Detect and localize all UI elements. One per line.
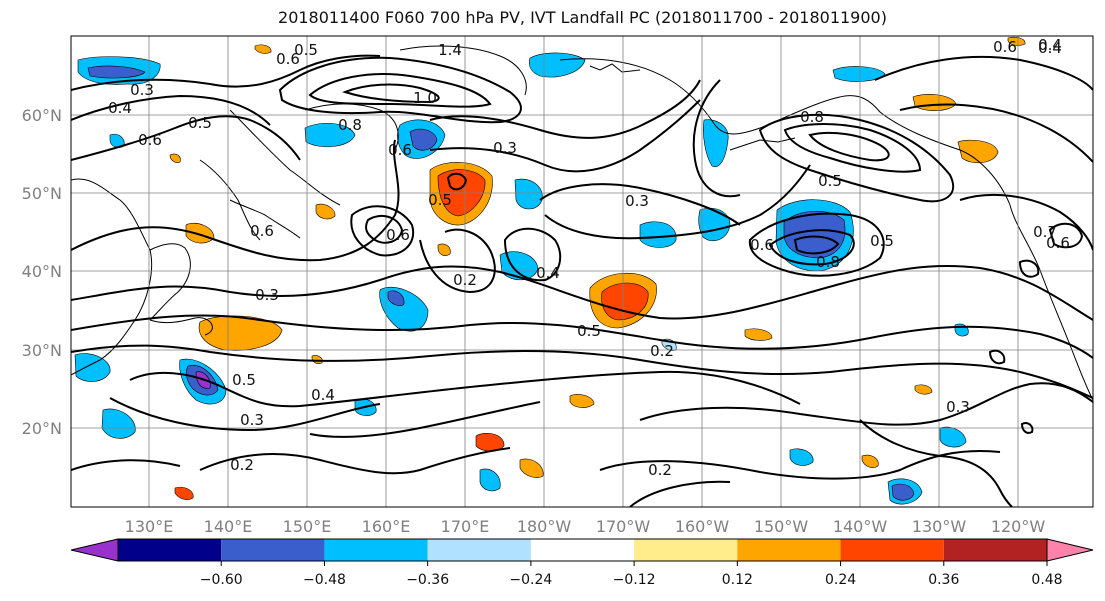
chart-title: 2018011400 F060 700 hPa PV, IVT Landfall… xyxy=(278,8,887,27)
longitude-label: 150°W xyxy=(754,517,809,536)
contour-label: 0.6 xyxy=(388,141,412,159)
map-gridlines xyxy=(71,36,1093,507)
contour-label: 0.2 xyxy=(648,461,672,479)
latitude-label: 60°N xyxy=(22,106,62,125)
colorbar-segment xyxy=(530,539,635,561)
contour-label: 0.4 xyxy=(1038,39,1062,57)
map-frame xyxy=(70,35,1094,508)
latitude-label: 40°N xyxy=(22,262,62,281)
contour-label: 0.8 xyxy=(338,116,362,134)
colorbar-tick-label: 0.36 xyxy=(928,572,959,588)
contour-label: 0.5 xyxy=(870,232,894,250)
contour-label: 0.6 xyxy=(750,236,774,254)
longitude-label: 150°E xyxy=(283,517,332,536)
colorbar-tick-label: 0.48 xyxy=(1031,572,1062,588)
contour-label: 0.4 xyxy=(108,99,132,117)
contour-label: 0.3 xyxy=(493,139,517,157)
contour-label: 0.3 xyxy=(240,411,264,429)
latitude-label: 20°N xyxy=(22,419,62,438)
contour-label: 0.4 xyxy=(311,386,335,404)
colorbar-segment xyxy=(634,539,738,561)
longitude-label: 130°W xyxy=(912,517,967,536)
longitude-label: 170°W xyxy=(596,517,651,536)
contour-label: 0.6 xyxy=(993,38,1017,56)
contour-label: 1.4 xyxy=(438,41,462,59)
contour-label: 1.0 xyxy=(413,89,437,107)
contour-label: 0.7 xyxy=(1033,223,1057,241)
latitude-label: 50°N xyxy=(22,184,62,203)
contour-label: 0.4 xyxy=(536,264,560,282)
contour-label: 0.5 xyxy=(818,172,842,190)
longitude-label: 130°E xyxy=(125,517,174,536)
longitude-label: 170°E xyxy=(441,517,490,536)
colorbar-max-extension xyxy=(1046,538,1094,562)
contour-label: 0.6 xyxy=(1046,234,1070,252)
colorbar-segment xyxy=(427,539,531,561)
contour-label: 0.8 xyxy=(816,253,840,271)
longitude-label: 160°E xyxy=(362,517,411,536)
colorbar-tick-label: 0.12 xyxy=(722,572,753,588)
longitude-label: 120°W xyxy=(991,517,1046,536)
longitude-label: 140°W xyxy=(833,517,888,536)
contour-labels: 0.50.6 1.4 0.6 0.40.40.30.60.51.00.80.6 0.30… xyxy=(108,36,1070,479)
contour-label: 0.6 xyxy=(250,222,274,240)
colorbar: −0.60 −0.48 −0.36 −0.24 −0.12 0.12 0.24 0.36 0.4… xyxy=(70,538,1094,588)
colorbar-tick-label: 0.24 xyxy=(825,572,856,588)
contour-label: 0.5 xyxy=(232,371,256,389)
colorbar-segment xyxy=(943,539,1047,561)
longitude-label: 140°E xyxy=(204,517,253,536)
contour-label: 0.3 xyxy=(130,81,154,99)
latitude-label: 30°N xyxy=(22,341,62,360)
contour-label: 0.3 xyxy=(255,286,279,304)
contour-label: 0.4 xyxy=(1038,36,1062,54)
contour-label: 0.5 xyxy=(188,114,212,132)
colorbar-segment xyxy=(118,539,222,561)
contour-label: 0.6 xyxy=(138,131,162,149)
contour-label: 0.6 xyxy=(276,50,300,68)
contour-label: 0.5 xyxy=(577,322,601,340)
contour-label: 0.6 xyxy=(386,226,410,244)
colorbar-tick-label: −0.36 xyxy=(406,572,449,588)
contour-label: 0.8 xyxy=(800,108,824,126)
colorbar-min-extension xyxy=(70,538,119,562)
colorbar-tick-label: −0.48 xyxy=(303,572,346,588)
colorbar-tick-label: −0.24 xyxy=(509,572,552,588)
colorbar-tick-label: −0.12 xyxy=(613,572,656,588)
contour-label: 0.5 xyxy=(294,41,318,59)
longitude-labels: 130°E 140°E 150°E 160°E 170°E 180°W 170°W 160°W… xyxy=(125,517,1046,536)
contour-label: 0.3 xyxy=(946,398,970,416)
contour-label: 0.2 xyxy=(650,342,674,360)
latitude-labels: 60°N 50°N 40°N 30°N 20°N xyxy=(22,106,62,438)
contour-label: 0.3 xyxy=(625,192,649,210)
map-plot-area: 0.50.6 1.4 0.6 0.40.40.30.60.51.00.80.6 0.30… xyxy=(71,36,1093,507)
longitude-label: 180°W xyxy=(517,517,572,536)
colorbar-segment xyxy=(324,539,428,561)
colorbar-tick-label: −0.60 xyxy=(200,572,243,588)
colorbar-segment xyxy=(840,539,944,561)
pv-contours xyxy=(71,54,1093,507)
contour-label: 0.2 xyxy=(230,456,254,474)
contour-label: 0.5 xyxy=(428,191,452,209)
colorbar-segment xyxy=(221,539,325,561)
longitude-label: 160°W xyxy=(675,517,730,536)
colorbar-segment xyxy=(737,539,841,561)
contour-label: 0.2 xyxy=(453,271,477,289)
